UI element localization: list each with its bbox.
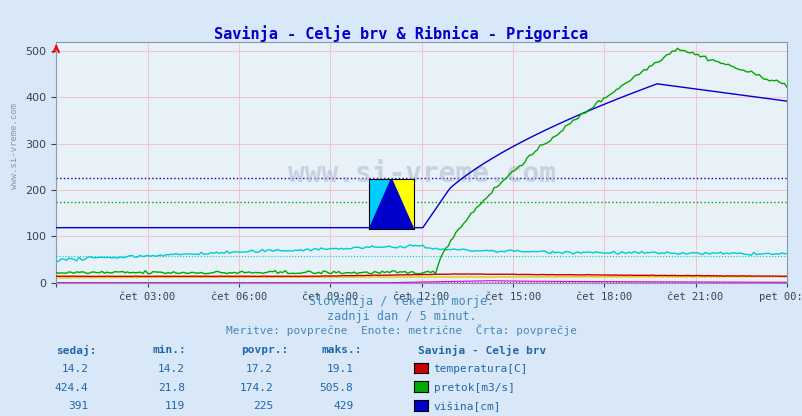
Text: min.:: min.: xyxy=(152,345,186,355)
Text: 429: 429 xyxy=(333,401,353,411)
Text: 21.8: 21.8 xyxy=(157,383,184,393)
Polygon shape xyxy=(369,179,413,229)
Text: 225: 225 xyxy=(253,401,273,411)
Text: zadnji dan / 5 minut.: zadnji dan / 5 minut. xyxy=(326,310,476,323)
Text: sedaj:: sedaj: xyxy=(56,345,96,357)
Text: www.si-vreme.com: www.si-vreme.com xyxy=(287,160,555,188)
Text: maks.:: maks.: xyxy=(321,345,361,355)
Polygon shape xyxy=(369,179,391,229)
Text: temperatura[C]: temperatura[C] xyxy=(433,364,528,374)
Text: pretok[m3/s]: pretok[m3/s] xyxy=(433,383,514,393)
Text: 17.2: 17.2 xyxy=(245,364,273,374)
Text: 119: 119 xyxy=(164,401,184,411)
Text: Savinja - Celje brv & Ribnica - Prigorica: Savinja - Celje brv & Ribnica - Prigoric… xyxy=(214,25,588,42)
Text: Slovenija / reke in morje.: Slovenija / reke in morje. xyxy=(309,295,493,308)
Text: 505.8: 505.8 xyxy=(319,383,353,393)
Text: Savinja - Celje brv: Savinja - Celje brv xyxy=(417,345,545,357)
Text: www.si-vreme.com: www.si-vreme.com xyxy=(10,103,18,188)
Text: 14.2: 14.2 xyxy=(61,364,88,374)
Text: 14.2: 14.2 xyxy=(157,364,184,374)
Text: 424.4: 424.4 xyxy=(55,383,88,393)
Text: 174.2: 174.2 xyxy=(239,383,273,393)
Text: povpr.:: povpr.: xyxy=(241,345,288,355)
Text: 19.1: 19.1 xyxy=(326,364,353,374)
Text: Meritve: povprečne  Enote: metrične  Črta: povprečje: Meritve: povprečne Enote: metrične Črta:… xyxy=(225,324,577,337)
Text: višina[cm]: višina[cm] xyxy=(433,401,500,412)
Text: 391: 391 xyxy=(68,401,88,411)
